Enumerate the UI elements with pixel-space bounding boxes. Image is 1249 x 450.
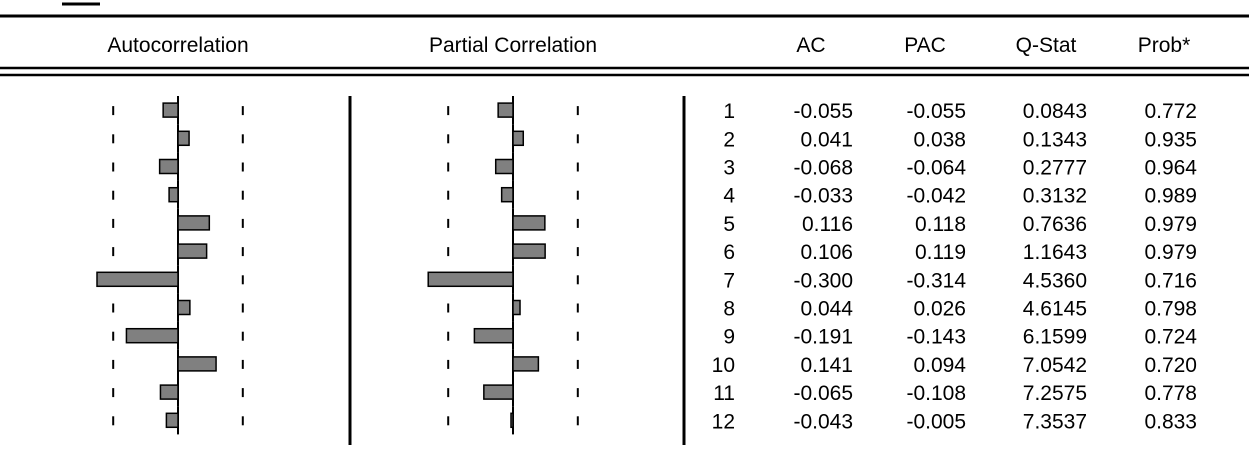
ac-cell: 0.116	[802, 213, 853, 236]
prob-cell: 0.964	[1144, 157, 1197, 180]
pac-bar	[510, 412, 514, 429]
prob-cell: 0.720	[1144, 354, 1197, 377]
pac-bar	[494, 158, 514, 175]
prob-cell: 0.772	[1144, 100, 1197, 123]
qstat-cell: 1.1643	[1023, 241, 1087, 264]
lag-cell: 8	[723, 298, 735, 321]
qstat-cell: 0.3132	[1023, 185, 1087, 208]
pac-cell: -0.108	[906, 382, 966, 405]
header-qstat: Q-Stat	[1016, 34, 1077, 57]
ac-cell: 0.044	[800, 298, 853, 321]
pac-bar	[512, 356, 540, 372]
pac-cell: 0.094	[913, 354, 966, 377]
lag-cell: 11	[713, 382, 735, 405]
ac-cell: -0.068	[793, 157, 853, 180]
ac-cell: 0.106	[800, 241, 853, 264]
correlogram-marks	[96, 96, 579, 435]
ac-bar	[162, 102, 179, 118]
lag-cell: 10	[712, 354, 735, 377]
pac-bar	[483, 384, 514, 400]
pac-cell: -0.005	[906, 410, 966, 433]
ac-bar	[158, 158, 179, 175]
ac-bar	[177, 243, 208, 259]
pac-bar	[427, 271, 514, 288]
prob-cell: 0.979	[1144, 213, 1197, 236]
ac-bar	[125, 327, 179, 344]
header-prob: Prob*	[1138, 34, 1191, 57]
ac-cell: 0.141	[800, 354, 853, 377]
qstat-cell: 7.2575	[1023, 382, 1087, 405]
lag-cell: 4	[723, 185, 735, 208]
ac-cell: -0.191	[793, 326, 853, 349]
lag-cell: 1	[723, 100, 735, 123]
lag-cell: 6	[723, 241, 735, 264]
pac-cell: -0.055	[906, 100, 966, 123]
pac-cell: 0.118	[915, 213, 966, 236]
pac-bar	[512, 215, 546, 231]
pac-cell: -0.143	[906, 326, 966, 349]
prob-cell: 0.724	[1144, 326, 1197, 349]
ac-bar	[96, 271, 179, 288]
table-cells: 1 -0.055 -0.055 0.0843 0.772 2 0.041 0.038 0.134…	[712, 100, 1198, 433]
pac-bar	[497, 102, 514, 118]
pac-cell: 0.038	[913, 128, 966, 151]
header-pac: PAC	[904, 34, 946, 57]
pac-cell: -0.064	[906, 157, 966, 180]
pac-bar	[473, 327, 514, 344]
pac-cell: -0.042	[906, 185, 966, 208]
pac-bar	[512, 299, 521, 316]
pac-bar	[500, 186, 514, 203]
ac-bar	[177, 215, 211, 231]
prob-cell: 0.716	[1144, 269, 1197, 292]
prob-cell: 0.833	[1144, 410, 1197, 433]
qstat-cell: 0.7636	[1023, 213, 1087, 236]
lag-cell: 5	[723, 213, 735, 236]
qstat-cell: 0.1343	[1023, 128, 1087, 151]
qstat-cell: 7.3537	[1023, 410, 1087, 433]
prob-cell: 0.989	[1144, 185, 1197, 208]
ac-bar	[165, 412, 179, 429]
ac-cell: -0.043	[793, 410, 853, 433]
column-headers: Autocorrelation Partial Correlation AC P…	[107, 34, 1190, 57]
pac-cell: 0.119	[915, 241, 966, 264]
ac-cell: -0.033	[793, 185, 853, 208]
ac-bar	[177, 356, 217, 372]
qstat-cell: 4.6145	[1023, 298, 1087, 321]
lag-cell: 12	[712, 410, 735, 433]
pac-cell: 0.026	[913, 298, 966, 321]
ac-cell: -0.300	[793, 269, 853, 292]
ac-cell: 0.041	[800, 128, 853, 151]
qstat-cell: 4.5360	[1023, 269, 1087, 292]
qstat-cell: 7.0542	[1023, 354, 1087, 377]
prob-cell: 0.935	[1144, 128, 1197, 151]
prob-cell: 0.778	[1144, 382, 1197, 405]
lag-cell: 3	[723, 157, 735, 180]
prob-cell: 0.979	[1144, 241, 1197, 264]
ac-cell: -0.055	[793, 100, 853, 123]
lag-cell: 7	[723, 269, 735, 292]
qstat-cell: 0.2777	[1023, 157, 1087, 180]
header-partial-correlation: Partial Correlation	[429, 34, 597, 57]
qstat-cell: 0.0843	[1023, 100, 1087, 123]
pac-bar	[512, 130, 525, 147]
prob-cell: 0.798	[1144, 298, 1197, 321]
lag-cell: 2	[723, 128, 735, 151]
header-autocorrelation: Autocorrelation	[107, 34, 248, 57]
ac-bar	[177, 130, 190, 147]
ac-cell: -0.065	[793, 382, 853, 405]
ac-bar	[168, 186, 179, 203]
lag-cell: 9	[723, 326, 735, 349]
pac-bar	[512, 243, 546, 259]
header-ac: AC	[796, 34, 825, 57]
qstat-cell: 6.1599	[1023, 326, 1087, 349]
pac-cell: -0.314	[906, 269, 966, 292]
ac-bar	[177, 299, 191, 316]
ac-bar	[159, 384, 179, 400]
